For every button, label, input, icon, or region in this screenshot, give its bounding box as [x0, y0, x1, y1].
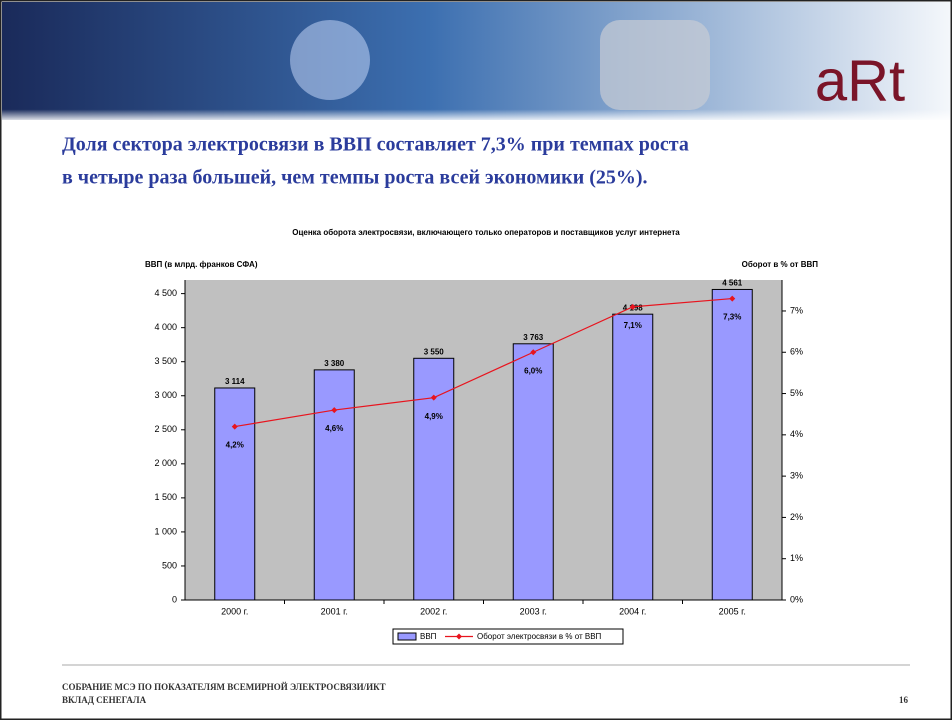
y2-tick-label: 6%	[790, 347, 803, 357]
x-tick-label: 2000 г.	[221, 606, 248, 616]
y-tick-label: 2 500	[154, 424, 177, 434]
y-axis-title: ВВП (в млрд. франков СФА)	[145, 260, 258, 269]
y2-axis-title: Оборот в % от ВВП	[742, 260, 819, 269]
legend-label: Оборот электросвязи в % от ВВП	[477, 632, 602, 641]
chart-title: Оценка оборота электросвязи, включающего…	[292, 228, 680, 237]
bar	[513, 344, 553, 600]
banner-fade	[2, 80, 950, 122]
x-tick-label: 2004 г.	[619, 606, 646, 616]
line-value-label: 4,2%	[226, 441, 244, 450]
line-value-label: 7,3%	[723, 313, 741, 322]
x-tick-label: 2001 г.	[321, 606, 348, 616]
line-value-label: 4,6%	[325, 424, 343, 433]
y-tick-label: 500	[162, 560, 177, 570]
bar	[613, 314, 653, 600]
line-value-label: 6,0%	[524, 366, 542, 375]
footer-line: ВКЛАД СЕНЕГАЛА	[62, 695, 147, 705]
y-tick-label: 0	[172, 594, 177, 604]
x-tick-label: 2005 г.	[719, 606, 746, 616]
bar-value-label: 3 763	[523, 333, 544, 342]
logo: aRt	[815, 48, 905, 113]
bar-value-label: 3 550	[424, 347, 445, 356]
slide-title-line: Доля сектора электросвязи в ВВП составля…	[62, 134, 689, 156]
x-tick-label: 2003 г.	[520, 606, 547, 616]
y2-tick-label: 7%	[790, 305, 803, 315]
bar	[712, 289, 752, 600]
page-number: 16	[899, 695, 909, 705]
legend-label: ВВП	[420, 632, 437, 641]
slide-title-line: в четыре раза большей, чем темпы роста в…	[62, 167, 648, 189]
y2-tick-label: 5%	[790, 388, 803, 398]
footer-line: СОБРАНИЕ МСЭ ПО ПОКАЗАТЕЛЯМ ВСЕМИРНОЙ ЭЛ…	[62, 682, 386, 692]
plot-area	[185, 280, 782, 600]
y2-tick-label: 4%	[790, 429, 803, 439]
bar-value-label: 4 561	[722, 279, 743, 288]
bar	[314, 370, 354, 600]
y2-tick-label: 1%	[790, 553, 803, 563]
slide: aRt Доля сектора электросвязи в ВВП сост…	[0, 0, 952, 720]
y-tick-label: 4 500	[154, 288, 177, 298]
y2-tick-label: 3%	[790, 471, 803, 481]
page: aRt Доля сектора электросвязи в ВВП сост…	[0, 0, 952, 720]
bar-value-label: 3 380	[324, 359, 345, 368]
x-tick-label: 2002 г.	[420, 606, 447, 616]
y2-tick-label: 0%	[790, 594, 803, 604]
bar	[215, 388, 255, 600]
bar-value-label: 3 114	[225, 377, 245, 386]
y-tick-label: 1 000	[154, 526, 177, 536]
y-tick-label: 3 500	[154, 356, 177, 366]
line-value-label: 4,9%	[425, 412, 443, 421]
y-tick-label: 3 000	[154, 390, 177, 400]
bar	[414, 358, 454, 600]
y-tick-label: 4 000	[154, 322, 177, 332]
y2-tick-label: 2%	[790, 512, 803, 522]
line-value-label: 7,1%	[624, 321, 642, 330]
y-tick-label: 2 000	[154, 458, 177, 468]
y-tick-label: 1 500	[154, 492, 177, 502]
legend-swatch	[398, 633, 416, 640]
